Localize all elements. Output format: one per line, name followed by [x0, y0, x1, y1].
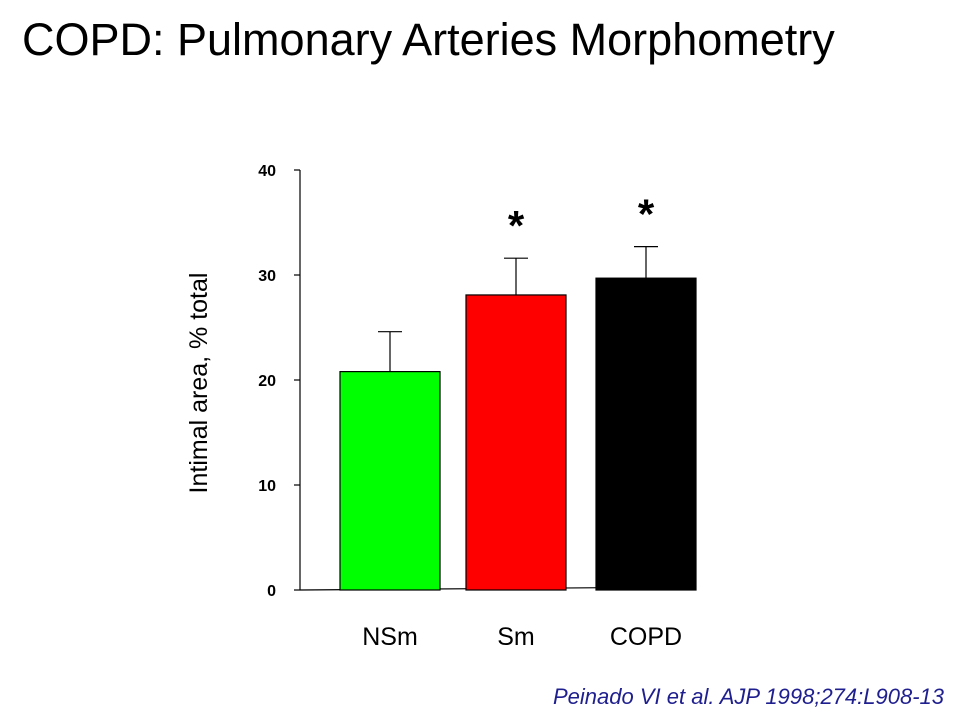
y-axis-label: Intimal area, % total	[185, 273, 213, 494]
bar-sm	[465, 294, 567, 591]
x-category-label: Sm	[497, 623, 535, 651]
x-category-label: NSm	[362, 623, 418, 651]
y-tick-label: 10	[258, 478, 276, 495]
bar-nsm	[339, 371, 441, 591]
significance-asterisk: *	[508, 202, 525, 249]
slide-title: COPD: Pulmonary Arteries Morphometry	[22, 14, 835, 65]
bar-copd	[595, 277, 697, 591]
y-tick-label: 30	[258, 268, 276, 285]
citation: Peinado VI et al. AJP 1998;274:L908-13	[553, 684, 944, 709]
y-tick-label: 40	[258, 163, 276, 180]
y-tick-label: 20	[258, 373, 276, 390]
x-category-label: COPD	[610, 623, 682, 651]
significance-asterisk: *	[638, 191, 655, 238]
y-tick-label: 0	[267, 583, 276, 600]
